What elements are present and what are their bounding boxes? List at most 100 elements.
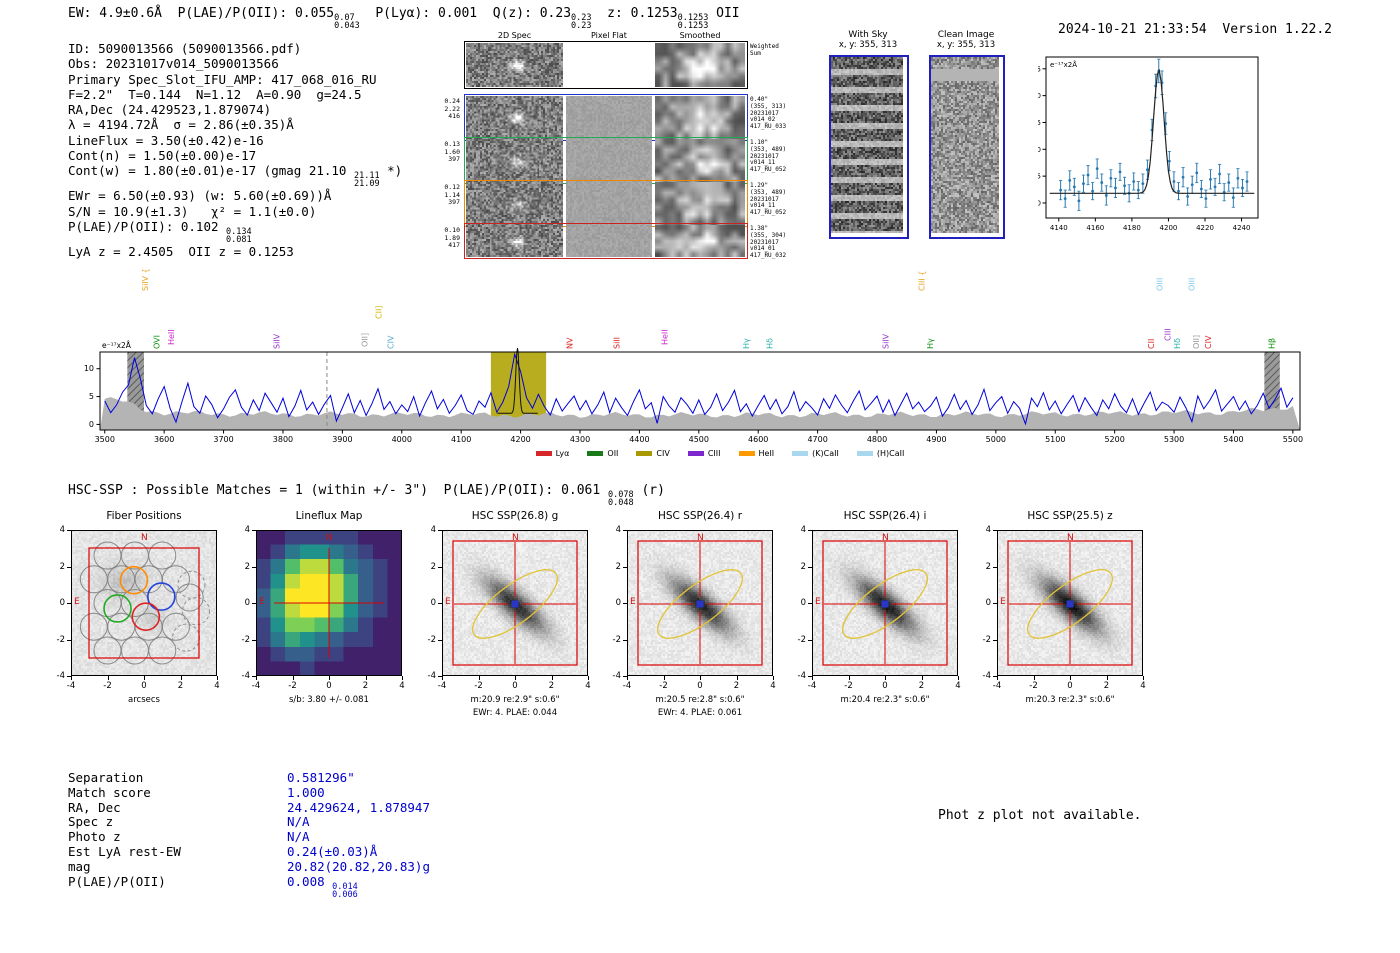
info-line: LyA z = 2.4505 OII z = 0.1253 (68, 244, 402, 259)
svg-text:4140: 4140 (1050, 224, 1068, 232)
cutout-panel-frame (256, 530, 402, 676)
compass-north-label: N (697, 533, 704, 543)
y-tick-label: 0 (985, 598, 991, 608)
legend-swatch (792, 451, 809, 456)
spec2d-col-header-smoothed: Smoothed (679, 31, 721, 40)
legend-item: OII (587, 449, 618, 458)
spec2d-row-left-values: 0.24 2.22 416 (444, 97, 460, 120)
x-tick-mark (71, 676, 72, 680)
x-tick-label: 2 (733, 681, 740, 691)
smoothed-image (655, 225, 745, 257)
header-meta: 2024-10-21 21:33:54 Version 1.22.2 (980, 7, 1332, 52)
x-tick-mark (144, 676, 145, 680)
match-row-label: Match score (68, 784, 151, 800)
x-tick-label: 2 (177, 681, 184, 691)
svg-text:0: 0 (89, 420, 94, 429)
info-line: LineFlux = 3.50(±0.42)e-16 (68, 133, 402, 148)
cutout-panel-title: HSC SSP(26.4) r (657, 510, 743, 522)
legend-item: (K)CaII (792, 449, 839, 458)
cutout-panel-frame (627, 530, 773, 676)
y-tick-mark (623, 639, 627, 641)
x-tick-label: 4 (399, 681, 405, 691)
x-tick-label: -4 (807, 681, 817, 691)
report-timestamp: 2024-10-21 21:33:54 (1058, 22, 1207, 37)
y-tick-label: -2 (612, 634, 621, 645)
spec2d-2d-image (466, 225, 563, 257)
info-line: P(LAE)/P(OII): 0.102 0.134 0.081 (68, 219, 402, 244)
y-tick-mark (67, 639, 71, 641)
emission-line-label: NV (565, 337, 574, 349)
match-table-row: Spec z N/A (68, 814, 430, 830)
y-tick-label: -2 (56, 634, 65, 645)
cutout-panel-title: Lineflux Map (295, 510, 363, 522)
svg-text:3600: 3600 (154, 435, 174, 444)
match-row-value: 20.82(20.82,20.83)g (287, 858, 430, 874)
emission-line-label: OII] (1192, 335, 1201, 349)
svg-text:7.5: 7.5 (1038, 119, 1041, 127)
cutout-overlay (1007, 540, 1133, 666)
x-tick-mark (997, 676, 998, 680)
withsky-image (831, 57, 903, 233)
svg-text:4900: 4900 (926, 435, 946, 444)
emission-line-label: Hβ (1268, 338, 1277, 349)
x-tick-mark (812, 676, 813, 680)
clean-image (931, 57, 999, 233)
x-tick-label: -2 (103, 681, 112, 691)
smoothed-image (655, 43, 745, 87)
stacked-uncertainty: 0.07 0.043 (334, 13, 360, 31)
x-tick-label: 0 (882, 681, 888, 691)
svg-text:4160: 4160 (1086, 224, 1104, 232)
match-row-value: N/A (287, 829, 310, 845)
x-tick-label: -2 (1029, 681, 1038, 691)
y-tick-mark (808, 530, 812, 531)
spec2d-row-frame (464, 223, 748, 259)
cutout-panel-frame (71, 530, 217, 676)
x-tick-label: -2 (474, 681, 483, 691)
text-segment: Obs: 20231017v014_5090013566 (68, 56, 279, 72)
cutout-overlay (274, 548, 384, 658)
text-segment: F=2.2" T=0.144 N=1.12 A=0.90 g=24.5 (68, 86, 362, 102)
text-segment: *) (379, 163, 403, 179)
x-tick-mark (292, 676, 294, 680)
x-tick-label: 0 (1067, 681, 1073, 691)
svg-text:e⁻¹⁷x2Å: e⁻¹⁷x2Å (1050, 60, 1077, 69)
svg-text:4240: 4240 (1233, 224, 1251, 232)
x-tick-mark (515, 676, 516, 680)
emission-line-label: CII (1147, 339, 1156, 349)
y-tick-label: 0 (430, 598, 436, 608)
spec2d-2d-image (466, 182, 563, 225)
withsky-frame (829, 55, 909, 239)
cutout-panel-frame (997, 530, 1143, 676)
legend-label: CIV (656, 449, 670, 458)
match-table-row: Photo z N/A (68, 829, 430, 845)
hsc-match-summary: HSC-SSP : Possible Matches = 1 (within +… (68, 483, 665, 507)
svg-text:5000: 5000 (986, 435, 1006, 444)
legend-item: Lyα (535, 449, 569, 458)
pixelflat-blank (566, 43, 652, 87)
header-summary: EW: 4.9±0.6Å P(LAE)/P(OII): 0.055 0.07 0.0… (68, 6, 740, 30)
cutout-overlay (79, 541, 211, 665)
emission-line-label: CIII (1164, 328, 1173, 341)
y-tick-mark (993, 676, 997, 677)
info-line: ID: 5090013566 (5090013566.pdf) (68, 41, 402, 56)
y-tick-label: 4 (615, 525, 621, 535)
withsky-xy: x, y: 355, 313 (838, 40, 898, 50)
compass-north-label: N (882, 533, 889, 543)
x-tick-label: -2 (844, 681, 853, 691)
compass-north-label: N (326, 533, 333, 543)
x-tick-label: -4 (251, 681, 261, 691)
y-tick-label: 2 (59, 561, 65, 572)
smoothed-image (655, 139, 745, 182)
match-table-row: P(LAE)/P(OII) 0.008 0.014 0.006 (68, 874, 430, 899)
y-tick-mark (438, 676, 442, 677)
svg-text:4200: 4200 (1160, 224, 1178, 232)
y-tick-label: 4 (244, 525, 250, 535)
clean-image-title: Clean Image (937, 30, 995, 40)
legend-label: (K)CaII (812, 449, 839, 458)
svg-text:4100: 4100 (451, 435, 471, 444)
emission-line-label: SiIV (273, 333, 282, 349)
legend-swatch (687, 451, 704, 456)
emission-line-label: Hδ (1173, 338, 1182, 349)
x-tick-mark (217, 676, 218, 680)
x-tick-mark (1033, 676, 1035, 680)
